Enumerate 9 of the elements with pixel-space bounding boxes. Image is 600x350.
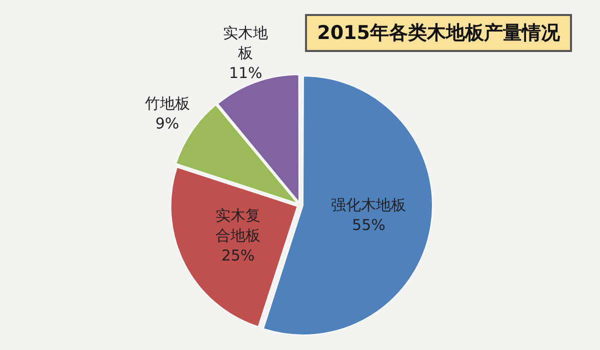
data-label: 9% bbox=[155, 114, 180, 133]
data-label: 25% bbox=[221, 246, 255, 264]
slice-label: 实木地板 bbox=[223, 24, 268, 62]
data-label: 55% bbox=[352, 216, 386, 234]
data-label: 11% bbox=[228, 64, 262, 82]
slice-label: 强化木地板 bbox=[331, 196, 406, 214]
slice-label: 实木复合地板 bbox=[216, 206, 261, 244]
chart-title: 2015年各类木地板产量情况 bbox=[305, 14, 572, 52]
slice-label: 竹地板 bbox=[144, 94, 190, 113]
